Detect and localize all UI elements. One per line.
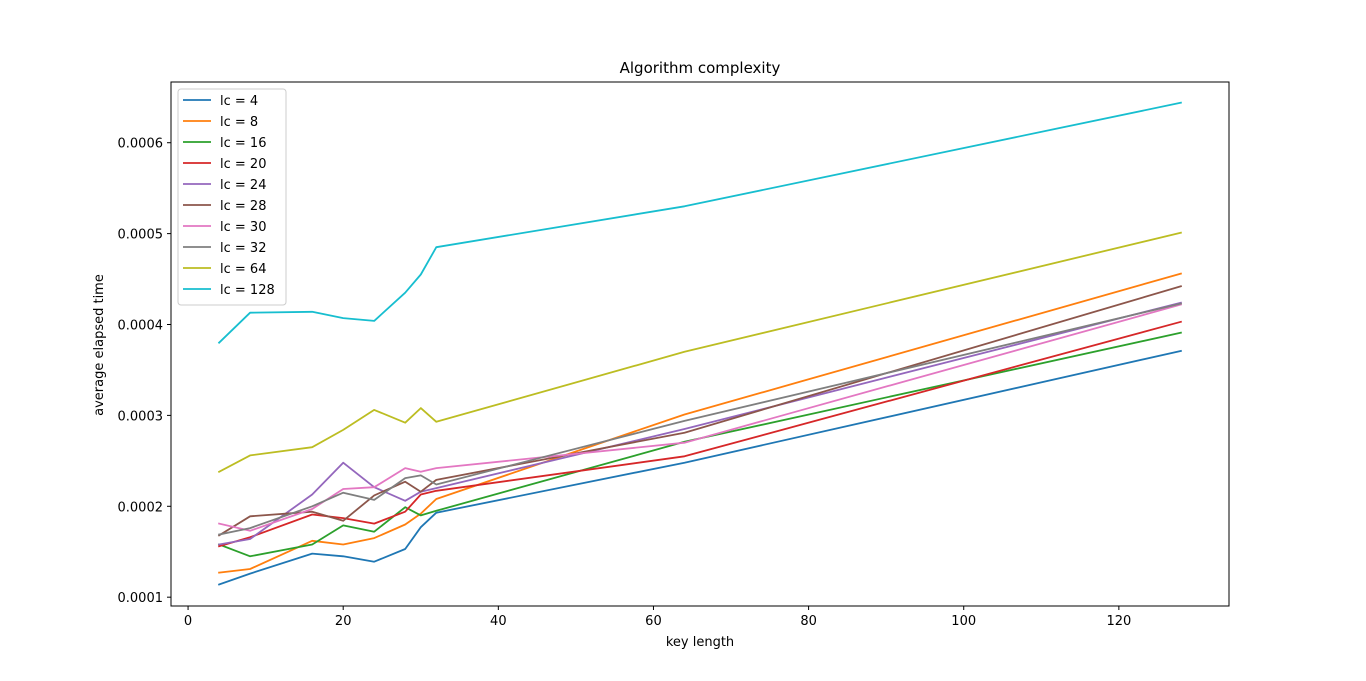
legend-entry-label: lc = 32 (220, 241, 266, 256)
series-lines (217, 101, 1183, 586)
series-line-9 (217, 231, 1182, 474)
y-tick-label: 0.0004 (118, 319, 164, 334)
y-tick-label: 0.0003 (118, 409, 164, 424)
legend: lc = 4 lc = 8 lc = 16 lc = 20 lc = 24 lc = 28… (177, 88, 287, 306)
axis-ticks: 0 20 40 60 80 100 120 0.0001 0.0002 0.0003 0.0004 0… (118, 137, 1132, 629)
legend-box (177, 88, 287, 306)
legend-entry-label: lc = 30 (220, 220, 266, 235)
x-tick-label: 20 (335, 614, 352, 629)
series-line-1 (217, 349, 1182, 586)
series-line-8 (218, 302, 1182, 536)
x-tick-label: 100 (951, 614, 976, 629)
series-line-10 (217, 101, 1182, 344)
legend-entry-label: lc = 128 (220, 283, 275, 298)
y-tick-label: 0.0002 (118, 500, 164, 515)
series-line-7 (218, 303, 1183, 532)
legend-entry-label: lc = 28 (220, 199, 266, 214)
y-axis-label: average elapsed time (92, 274, 107, 416)
x-tick-label: 0 (184, 614, 192, 629)
x-tick-label: 40 (490, 614, 507, 629)
chart-title: Algorithm complexity (620, 59, 781, 77)
x-tick-label: 60 (645, 614, 662, 629)
legend-entry-label: lc = 24 (220, 178, 266, 193)
legend-entry-label: lc = 8 (220, 115, 258, 130)
y-tick-label: 0.0001 (118, 591, 164, 606)
y-tick-label: 0.0006 (118, 137, 164, 152)
x-tick-label: 80 (800, 614, 817, 629)
legend-entry-label: lc = 20 (220, 157, 266, 172)
y-tick-label: 0.0005 (118, 228, 164, 243)
series-line-3 (217, 331, 1182, 558)
legend-entry-label: lc = 64 (220, 262, 266, 277)
legend-entry-label: lc = 16 (220, 136, 266, 151)
x-axis-label: key length (666, 635, 734, 650)
axes-frame (170, 81, 1230, 607)
x-tick-label: 120 (1106, 614, 1131, 629)
series-line-4 (217, 320, 1183, 548)
legend-entry-label: lc = 4 (220, 94, 258, 109)
